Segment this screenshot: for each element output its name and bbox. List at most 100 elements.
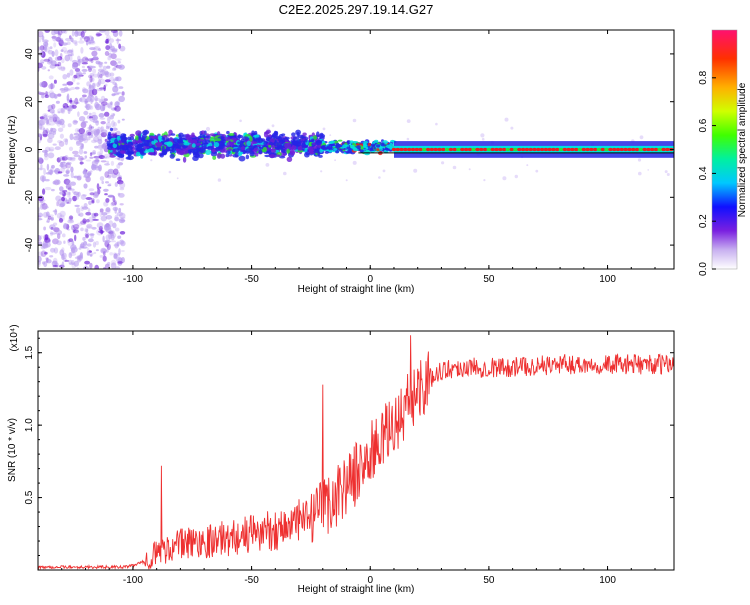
band-mark	[284, 142, 291, 149]
noise-mark	[65, 170, 70, 174]
noise-mark	[47, 137, 53, 143]
noise-mark	[74, 42, 78, 46]
band-mark	[307, 146, 314, 152]
noise-mark	[116, 163, 121, 169]
noise-mark	[105, 41, 110, 44]
noise-mark	[63, 178, 71, 185]
noise-mark	[106, 160, 109, 164]
band-mark	[268, 142, 275, 146]
tone-mark	[452, 147, 457, 152]
colorbar-label: Normalized spectral amplitude	[737, 82, 748, 217]
noise-mark	[62, 74, 68, 80]
noise-mark	[92, 73, 99, 78]
noise-mark	[44, 179, 50, 182]
noise-mark	[99, 98, 104, 103]
band-mark	[251, 141, 258, 145]
noise-mark	[38, 134, 42, 137]
band-mark	[210, 136, 215, 139]
band-mark	[297, 149, 304, 153]
noise-mark	[110, 101, 113, 106]
band-mark	[141, 134, 147, 139]
noise-mark	[103, 132, 109, 136]
noise-mark	[66, 179, 72, 185]
noise-mark	[60, 90, 66, 93]
noise-mark	[97, 79, 102, 86]
noise-mark	[76, 140, 82, 145]
noise-mark	[107, 116, 111, 123]
noise-mark	[52, 35, 58, 42]
noise-mark	[113, 252, 117, 256]
noise-mark	[59, 88, 66, 91]
faint-mark	[352, 160, 357, 165]
noise-mark	[83, 36, 90, 42]
noise-mark	[38, 138, 42, 144]
noise-mark	[113, 122, 117, 127]
noise-mark	[76, 82, 80, 85]
transition-mark	[339, 149, 343, 152]
transition-mark	[385, 148, 390, 151]
band-mark	[264, 154, 271, 158]
noise-mark	[70, 37, 74, 43]
transition-mark	[338, 139, 343, 142]
noise-mark	[48, 146, 55, 152]
snr-series-line	[38, 335, 674, 570]
tone-mark	[623, 147, 628, 152]
band-mark	[106, 143, 113, 148]
noise-mark	[96, 222, 104, 229]
noise-mark	[103, 98, 108, 102]
noise-mark	[60, 30, 66, 34]
faint-mark	[647, 169, 649, 171]
snr-plot-area	[38, 335, 674, 570]
noise-mark	[97, 144, 103, 150]
noise-mark	[91, 126, 94, 133]
noise-mark	[114, 214, 119, 221]
noise-mark	[114, 61, 118, 68]
noise-mark	[53, 247, 59, 254]
noise-mark	[98, 48, 101, 52]
tone-mark	[448, 147, 454, 152]
tone-mark	[612, 147, 617, 152]
noise-mark	[112, 85, 119, 93]
noise-mark	[98, 61, 102, 68]
faint-mark	[480, 133, 485, 138]
noise-mark	[93, 212, 99, 217]
noise-mark	[116, 253, 120, 257]
noise-mark	[71, 59, 78, 64]
band-mark	[257, 137, 263, 144]
noise-mark	[45, 172, 52, 175]
noise-mark	[84, 227, 89, 233]
noise-mark	[117, 119, 121, 124]
noise-mark	[83, 183, 88, 189]
noise-mark	[93, 129, 100, 137]
band-mark	[196, 147, 201, 151]
transition-mark	[367, 142, 372, 147]
transition-mark	[353, 147, 358, 152]
noise-mark	[89, 233, 95, 236]
noise-mark	[106, 65, 111, 69]
noise-mark	[54, 49, 59, 57]
noise-mark	[38, 207, 41, 213]
tone-mark	[418, 147, 423, 152]
band-mark	[304, 139, 308, 143]
noise-mark	[88, 75, 93, 78]
noise-mark	[48, 116, 53, 121]
band-mark	[254, 130, 258, 136]
faint-mark	[406, 119, 411, 123]
noise-mark	[74, 97, 79, 105]
noise-mark	[38, 157, 43, 161]
noise-mark	[107, 184, 112, 187]
noise-mark	[91, 200, 95, 204]
noise-mark	[86, 251, 90, 256]
tone-mark	[665, 147, 670, 152]
noise-mark	[68, 216, 74, 223]
noise-mark	[64, 138, 69, 146]
transition-mark	[335, 150, 340, 154]
noise-mark	[119, 231, 126, 235]
noise-mark	[99, 74, 103, 78]
noise-mark	[92, 120, 99, 123]
noise-mark	[41, 176, 45, 183]
noise-mark	[100, 95, 106, 102]
noise-mark	[78, 148, 84, 155]
noise-mark	[99, 255, 104, 258]
tone-mark	[581, 147, 586, 152]
